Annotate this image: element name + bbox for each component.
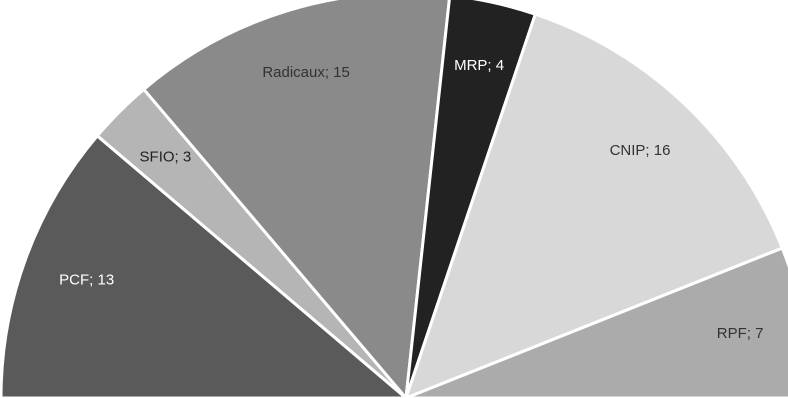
slice-label-sfio: SFIO; 3 [140, 148, 192, 165]
slice-pcf [0, 134, 408, 398]
slice-rpf [404, 246, 788, 398]
slice-cnip [404, 12, 784, 398]
labels-group: PCF; 13 SFIO; 3 Radicaux; 15 MRP; 4 CNIP; 16… [59, 57, 763, 342]
slice-label-radicaux: Radicaux; 15 [262, 64, 350, 81]
slice-label-rpf: RPF; 7 [717, 325, 764, 342]
slice-radicaux [142, 0, 451, 398]
slice-label-pcf: PCF; 13 [59, 272, 114, 289]
slice-label-mrp: MRP; 4 [454, 57, 504, 74]
slice-label-cnip: CNIP; 16 [610, 142, 671, 159]
